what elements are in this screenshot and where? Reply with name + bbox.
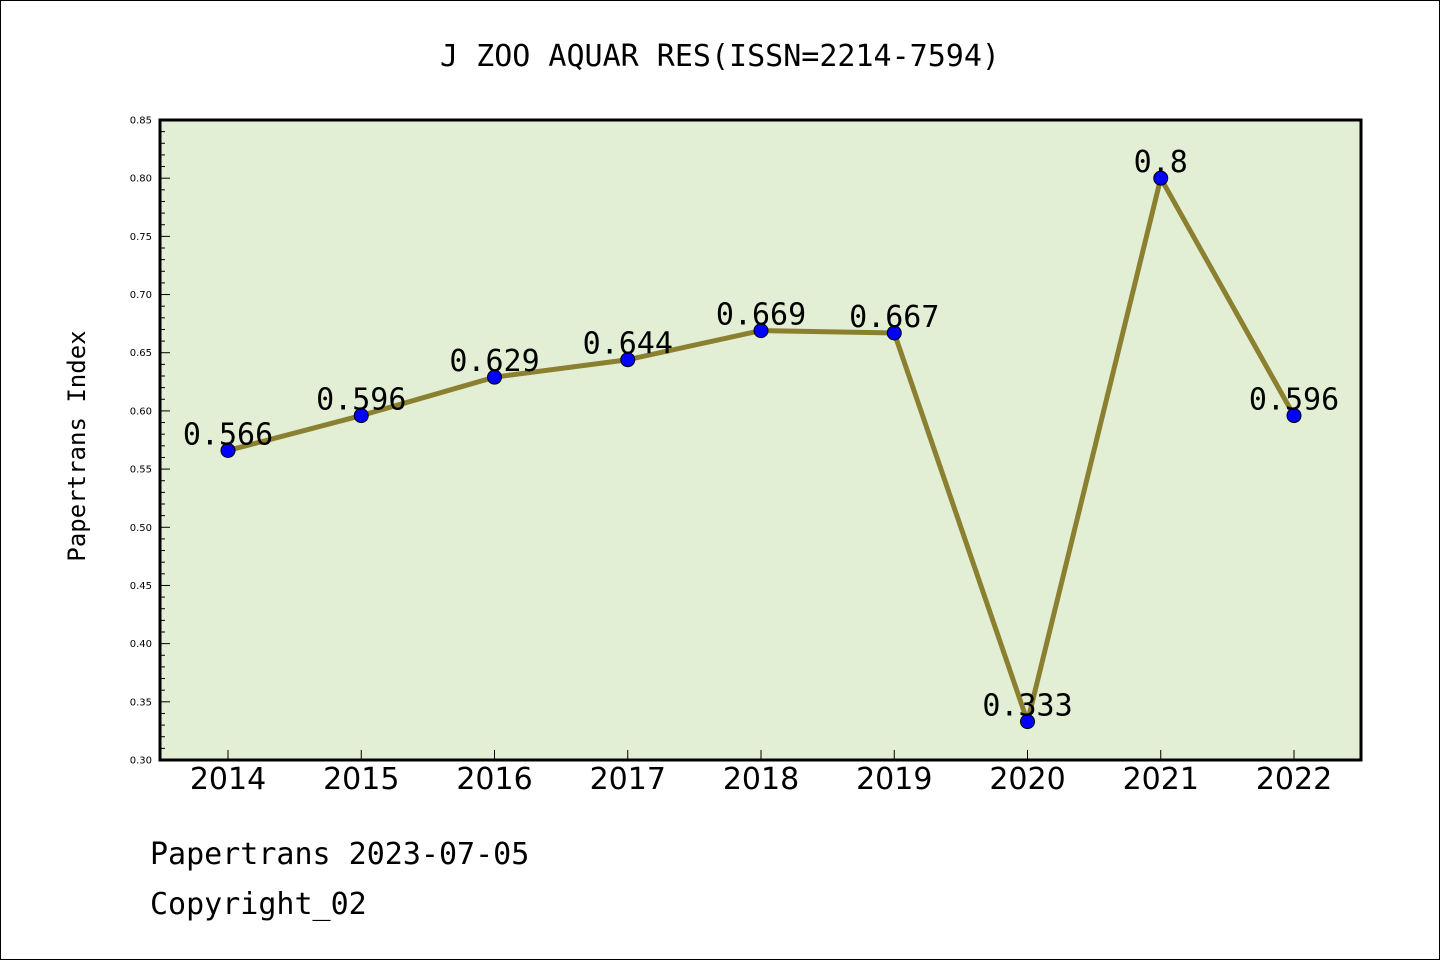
data-label: 0.596	[316, 383, 406, 418]
plot-area	[160, 120, 1361, 760]
data-label: 0.8	[1134, 145, 1188, 180]
y-tick-label: 0.55	[130, 465, 152, 476]
x-tick-label: 2016	[456, 762, 532, 797]
x-tick-label: 2015	[323, 762, 399, 797]
footer-copyright: Copyright_02	[150, 887, 367, 922]
data-point	[1286, 408, 1302, 424]
y-tick-label: 0.40	[130, 639, 152, 650]
y-tick-label: 0.75	[130, 232, 152, 243]
data-point	[753, 323, 769, 339]
data-point	[353, 408, 369, 424]
y-axis-tick-labels: 0.30 0.35 0.40 0.45 0.50 0.55 0.60 0.65 0.70 0.75…	[130, 116, 152, 767]
y-tick-label: 0.85	[130, 116, 152, 127]
y-tick-label: 0.35	[130, 697, 152, 708]
data-point	[1020, 714, 1035, 730]
data-label: 0.333	[982, 689, 1072, 724]
data-point	[220, 442, 236, 458]
data-label: 0.566	[183, 417, 273, 452]
x-tick-label: 2020	[989, 762, 1065, 797]
x-axis-ticks	[227, 750, 1295, 760]
y-tick-label: 0.60	[130, 406, 152, 417]
data-label: 0.667	[849, 300, 939, 335]
x-tick-label: 2022	[1256, 762, 1332, 797]
x-tick-label: 2021	[1123, 762, 1199, 797]
y-tick-label: 0.50	[130, 523, 152, 534]
plot-frame	[158, 118, 1363, 762]
chart-title: J ZOO AQUAR RES(ISSN=2214-7594)	[440, 39, 1000, 74]
data-label: 0.629	[449, 344, 539, 379]
y-tick-label: 0.70	[130, 290, 152, 301]
x-tick-label: 2017	[590, 762, 666, 797]
data-point	[1153, 170, 1169, 186]
y-axis-label: Papertrans Index	[63, 330, 91, 561]
y-tick-label: 0.80	[130, 174, 152, 185]
data-label: 0.669	[716, 298, 806, 333]
data-point	[886, 325, 902, 341]
data-label: 0.596	[1249, 383, 1339, 418]
data-labels: 0.566 0.596 0.629 0.644 0.669 0.667 0.333 0.8 0.…	[183, 145, 1339, 723]
data-label: 0.644	[583, 327, 673, 362]
data-point	[487, 369, 502, 385]
data-markers	[220, 170, 1302, 730]
x-tick-label: 2019	[856, 762, 932, 797]
y-tick-label: 0.65	[130, 348, 152, 359]
y-tick-label: 0.30	[130, 756, 152, 767]
data-point	[620, 352, 636, 368]
y-axis-ticks	[160, 119, 170, 761]
y-tick-label: 0.45	[130, 581, 152, 592]
x-tick-label: 2014	[190, 762, 266, 797]
x-axis-tick-labels: 2014 2015 2016 2017 2018 2019 2020 2021 2022	[190, 762, 1332, 797]
footer-source: Papertrans 2023-07-05	[150, 837, 529, 872]
x-tick-label: 2018	[723, 762, 799, 797]
